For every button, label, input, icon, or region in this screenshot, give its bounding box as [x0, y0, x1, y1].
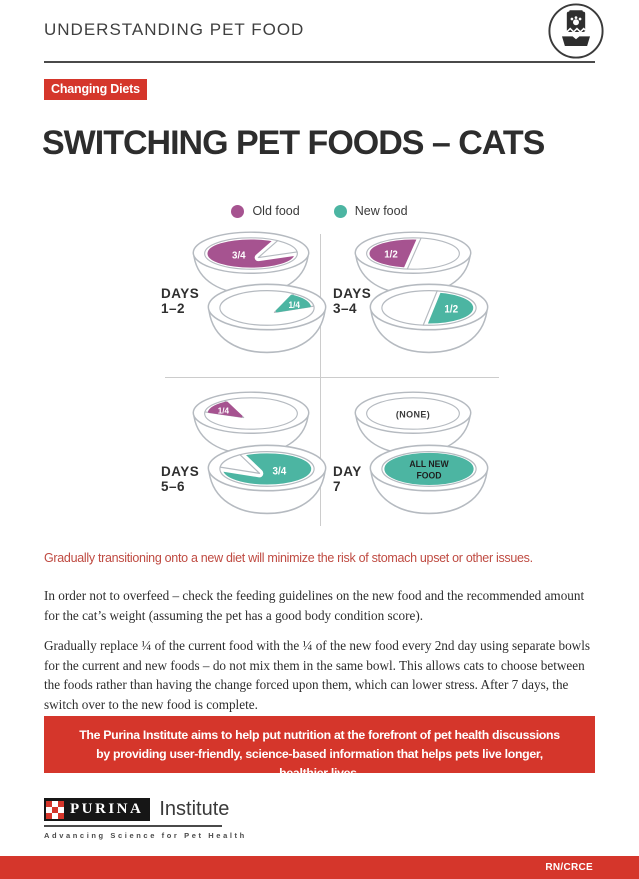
- new-food-bowl: 3/4: [207, 444, 327, 515]
- paragraph-2: Gradually replace ¼ of the current food …: [44, 638, 591, 712]
- portion-label-line1: ALL NEW: [409, 459, 449, 469]
- section-badge: Changing Diets: [44, 79, 147, 100]
- new-food-bowl: 1/2: [369, 283, 489, 354]
- day-label: DAY 7: [333, 464, 362, 494]
- document-header-title: UNDERSTANDING PET FOOD: [44, 20, 305, 39]
- quadrant-day-7: DAY 7 (NONE) ALL NEW FOOD: [324, 380, 489, 528]
- purina-checkerboard-icon: [46, 800, 64, 819]
- brand-name: PURINA: [70, 801, 144, 817]
- old-food-bowl: 3/4: [192, 231, 310, 295]
- mission-callout: The Purina Institute aims to help put nu…: [44, 716, 595, 780]
- day-label: DAYS 3–4: [333, 286, 372, 316]
- purina-institute-logo: PURINA Institute Advancing Science for P…: [44, 798, 247, 840]
- old-food-bowl-empty: (NONE): [354, 391, 472, 455]
- old-food-color-dot: [231, 204, 245, 218]
- legend: Old food New food: [0, 204, 639, 218]
- pet-food-bag-and-bowl-icon: [548, 3, 604, 59]
- logo-divider: [44, 825, 222, 827]
- paragraph-1: In order not to overfeed – check the fee…: [44, 588, 585, 623]
- legend-item-old-food: Old food: [231, 204, 300, 218]
- highlight-note: Gradually transitioning onto a new diet …: [44, 551, 533, 565]
- portion-label: 1/4: [218, 407, 230, 416]
- new-food-bowl-full: ALL NEW FOOD: [369, 444, 489, 515]
- new-food-color-dot: [333, 204, 347, 218]
- brand-tagline: Advancing Science for Pet Health: [44, 831, 247, 840]
- portion-label: 3/4: [273, 466, 287, 477]
- header-divider: [44, 61, 595, 63]
- old-food-bowl: 1/4: [192, 391, 310, 455]
- new-food-bowl: 1/4: [207, 283, 327, 354]
- brand-suffix: Institute: [159, 798, 230, 820]
- legend-new-label: New food: [354, 204, 408, 218]
- transition-diagram: DAYS 1–2 3/4 1/4: [158, 228, 502, 530]
- day-label: DAYS 5–6: [161, 464, 200, 494]
- portion-label-line2: FOOD: [416, 470, 441, 480]
- footer-bar: RN/CRCE: [0, 856, 639, 879]
- portion-label: (NONE): [396, 410, 430, 420]
- purina-wordmark: PURINA: [44, 798, 151, 821]
- portion-label: 3/4: [232, 250, 246, 261]
- diagram-horizontal-divider: [165, 377, 499, 378]
- diagram-vertical-divider: [320, 234, 321, 526]
- legend-old-label: Old food: [252, 204, 300, 218]
- day-label: DAYS 1–2: [161, 286, 200, 316]
- quadrant-days-1-2: DAYS 1–2 3/4 1/4: [158, 228, 327, 376]
- portion-label: 1/2: [384, 250, 398, 261]
- page-title: SWITCHING PET FOODS – CATS: [42, 124, 545, 162]
- document-code: RN/CRCE: [545, 862, 593, 873]
- portion-label: 1/4: [289, 300, 301, 310]
- quadrant-days-5-6: DAYS 5–6 1/4 3/4: [158, 380, 327, 528]
- quadrant-days-3-4: DAYS 3–4 1/2: [324, 228, 489, 376]
- legend-item-new-food: New food: [333, 204, 408, 218]
- portion-label: 1/2: [444, 304, 458, 315]
